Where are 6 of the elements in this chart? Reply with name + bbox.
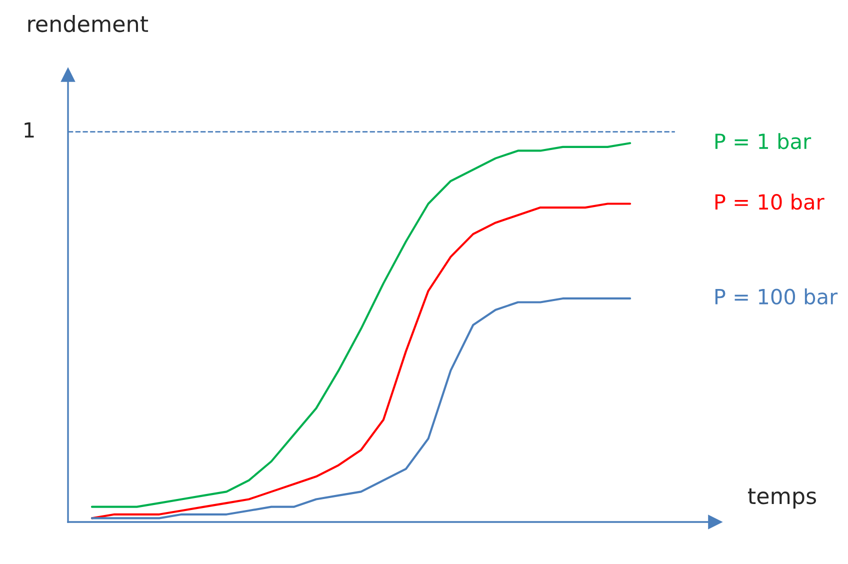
text: P = 1 bar: [715, 133, 812, 150]
y-axis-title: rendement: [28, 15, 148, 32]
text: P = 10 bar: [715, 194, 824, 210]
ref-line-label: 1: [24, 122, 34, 138]
text: P = 100 bar: [715, 288, 838, 305]
x-axis-title: temps: [748, 488, 816, 509]
